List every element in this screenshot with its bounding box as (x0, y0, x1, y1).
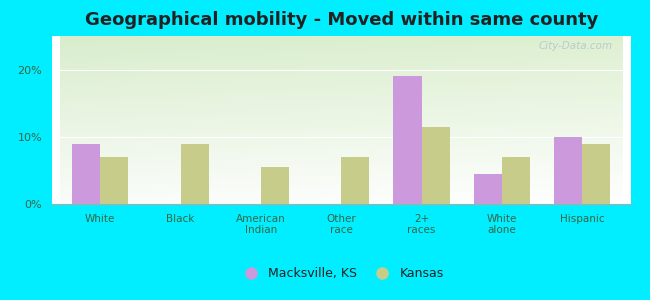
Bar (261, 167, 289, 204)
Legend: Macksville, KS, Kansas: Macksville, KS, Kansas (233, 262, 449, 285)
Title: Geographical mobility - Moved within same county: Geographical mobility - Moved within sam… (84, 11, 598, 29)
Bar (422, 127, 450, 204)
Bar (181, 143, 209, 204)
Bar (100, 157, 128, 204)
Bar (554, 137, 582, 204)
Bar (341, 157, 369, 204)
Bar (393, 76, 422, 204)
Bar (72, 143, 100, 204)
Bar (502, 157, 530, 204)
Bar (582, 143, 610, 204)
Bar (474, 174, 502, 204)
Text: City-Data.com: City-Data.com (539, 41, 613, 51)
